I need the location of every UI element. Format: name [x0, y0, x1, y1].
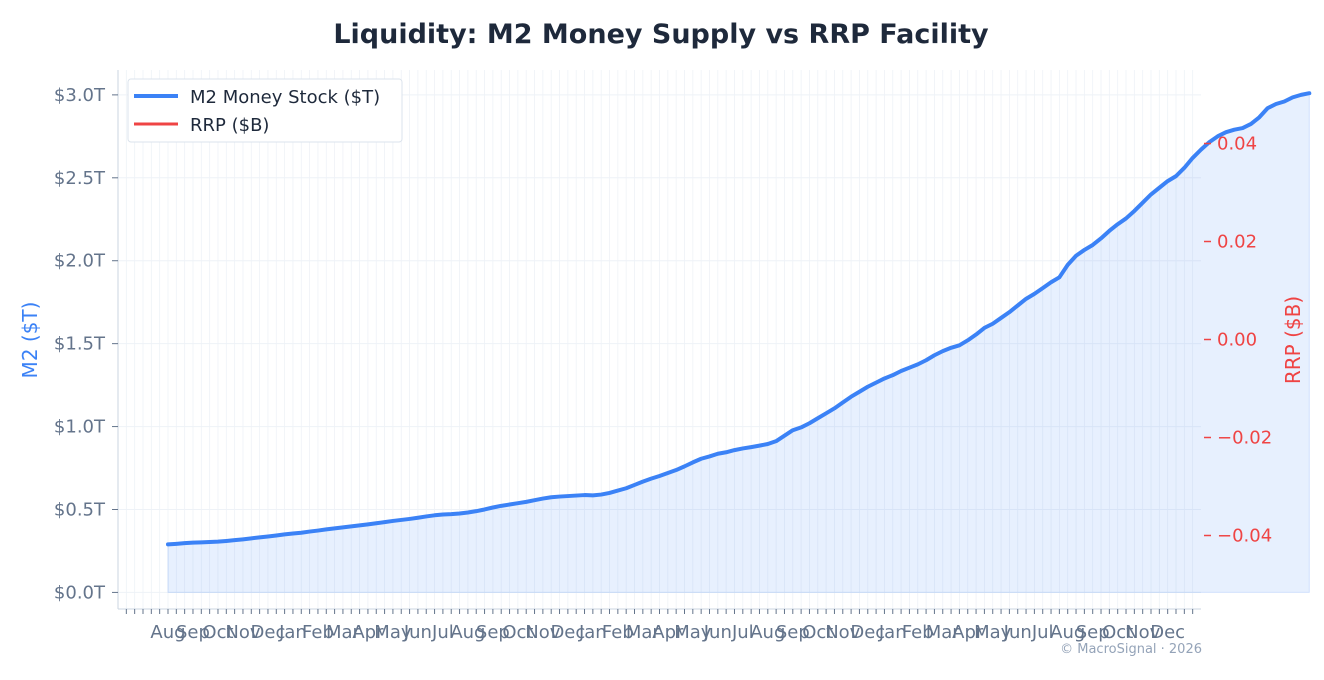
x-tick-label: Aug — [150, 622, 185, 643]
m2-area-fill — [167, 92, 1310, 593]
x-tick-label: Nov — [225, 622, 260, 643]
x-tick-label: Apr — [952, 622, 984, 643]
right-tick-label: 0.02 — [1217, 232, 1257, 253]
x-tick-label: May — [974, 622, 1012, 643]
x-tick-label: Oct — [202, 622, 233, 643]
x-tick-label: Feb — [902, 622, 934, 643]
left-tick-label: $0.5T — [54, 499, 106, 520]
left-axis-label: M2 ($T) — [18, 302, 42, 379]
m2-series-line — [165, 91, 1312, 547]
x-tick-label: Apr — [352, 622, 384, 643]
x-tick-label: Jul — [1031, 622, 1054, 643]
x-tick-label: Nov — [825, 622, 860, 643]
x-tick-label: Feb — [602, 622, 634, 643]
right-tick-label: −0.02 — [1217, 428, 1272, 449]
watermark: © MacroSignal · 2026 — [1060, 642, 1202, 657]
x-tick-label: Jan — [278, 622, 307, 643]
x-tick-label: Jun — [403, 622, 432, 643]
right-axis-label: RRP ($B) — [1281, 296, 1305, 384]
x-tick-label: Dec — [550, 622, 585, 643]
x-tick-label: Oct — [502, 622, 533, 643]
x-tick-label: Dec — [1150, 622, 1185, 643]
right-tick-label: 0.04 — [1217, 134, 1257, 155]
right-tick-label: 0.00 — [1217, 330, 1257, 351]
x-tick-label: May — [674, 622, 712, 643]
chart-title: Liquidity: M2 Money Supply vs RRP Facili… — [333, 19, 989, 50]
x-tick-label: Jun — [1003, 622, 1032, 643]
left-tick-label: $1.0T — [54, 417, 106, 438]
x-tick-label: Mar — [326, 622, 361, 643]
x-tick-label: Sep — [776, 622, 810, 643]
grid-layer — [118, 70, 1201, 609]
right-y-axis: 0.04 0.02 0.00 −0.02 −0.04 — [1204, 134, 1272, 547]
left-tick-label: $0.0T — [54, 582, 106, 603]
x-tick-label: Nov — [1125, 622, 1160, 643]
x-tick-label: Jun — [703, 622, 732, 643]
x-tick-label: Sep — [1076, 622, 1110, 643]
x-tick-label: Oct — [1102, 622, 1133, 643]
x-tick-label: Jul — [431, 622, 454, 643]
x-tick-label: Aug — [1050, 622, 1085, 643]
left-tick-label: $2.0T — [54, 251, 106, 272]
x-tick-label: Nov — [525, 622, 560, 643]
left-tick-label: $1.5T — [54, 334, 106, 355]
x-tick-label: Mar — [626, 622, 661, 643]
x-tick-label: Dec — [850, 622, 885, 643]
x-tick-label: Dec — [251, 622, 286, 643]
x-tick-label: Oct — [802, 622, 833, 643]
left-tick-label: $2.5T — [54, 168, 106, 189]
x-tick-label: Aug — [450, 622, 485, 643]
x-tick-label: Sep — [476, 622, 510, 643]
x-tick-label: Apr — [652, 622, 684, 643]
right-tick-label: −0.04 — [1217, 526, 1272, 547]
left-y-axis: $0.0T $0.5T $1.0T $1.5T $2.0T $2.5T $3.0T — [54, 85, 118, 603]
legend-box — [127, 78, 403, 143]
legend: M2 Money Stock ($T) RRP ($B) — [127, 78, 403, 143]
x-tick-label: Feb — [302, 622, 334, 643]
x-tick-label: Jan — [578, 622, 607, 643]
x-tick-label: Sep — [176, 622, 210, 643]
x-tick-label: Aug — [750, 622, 785, 643]
series-layer — [165, 91, 1312, 593]
left-tick-label: $3.0T — [54, 85, 106, 106]
x-tick-label: Jan — [878, 622, 907, 643]
legend-label-m2: M2 Money Stock ($T) — [190, 87, 380, 108]
x-tick-label: Jul — [731, 622, 754, 643]
x-tick-label: May — [374, 622, 412, 643]
legend-label-rrp: RRP ($B) — [190, 115, 269, 136]
x-tick-label: Mar — [926, 622, 961, 643]
